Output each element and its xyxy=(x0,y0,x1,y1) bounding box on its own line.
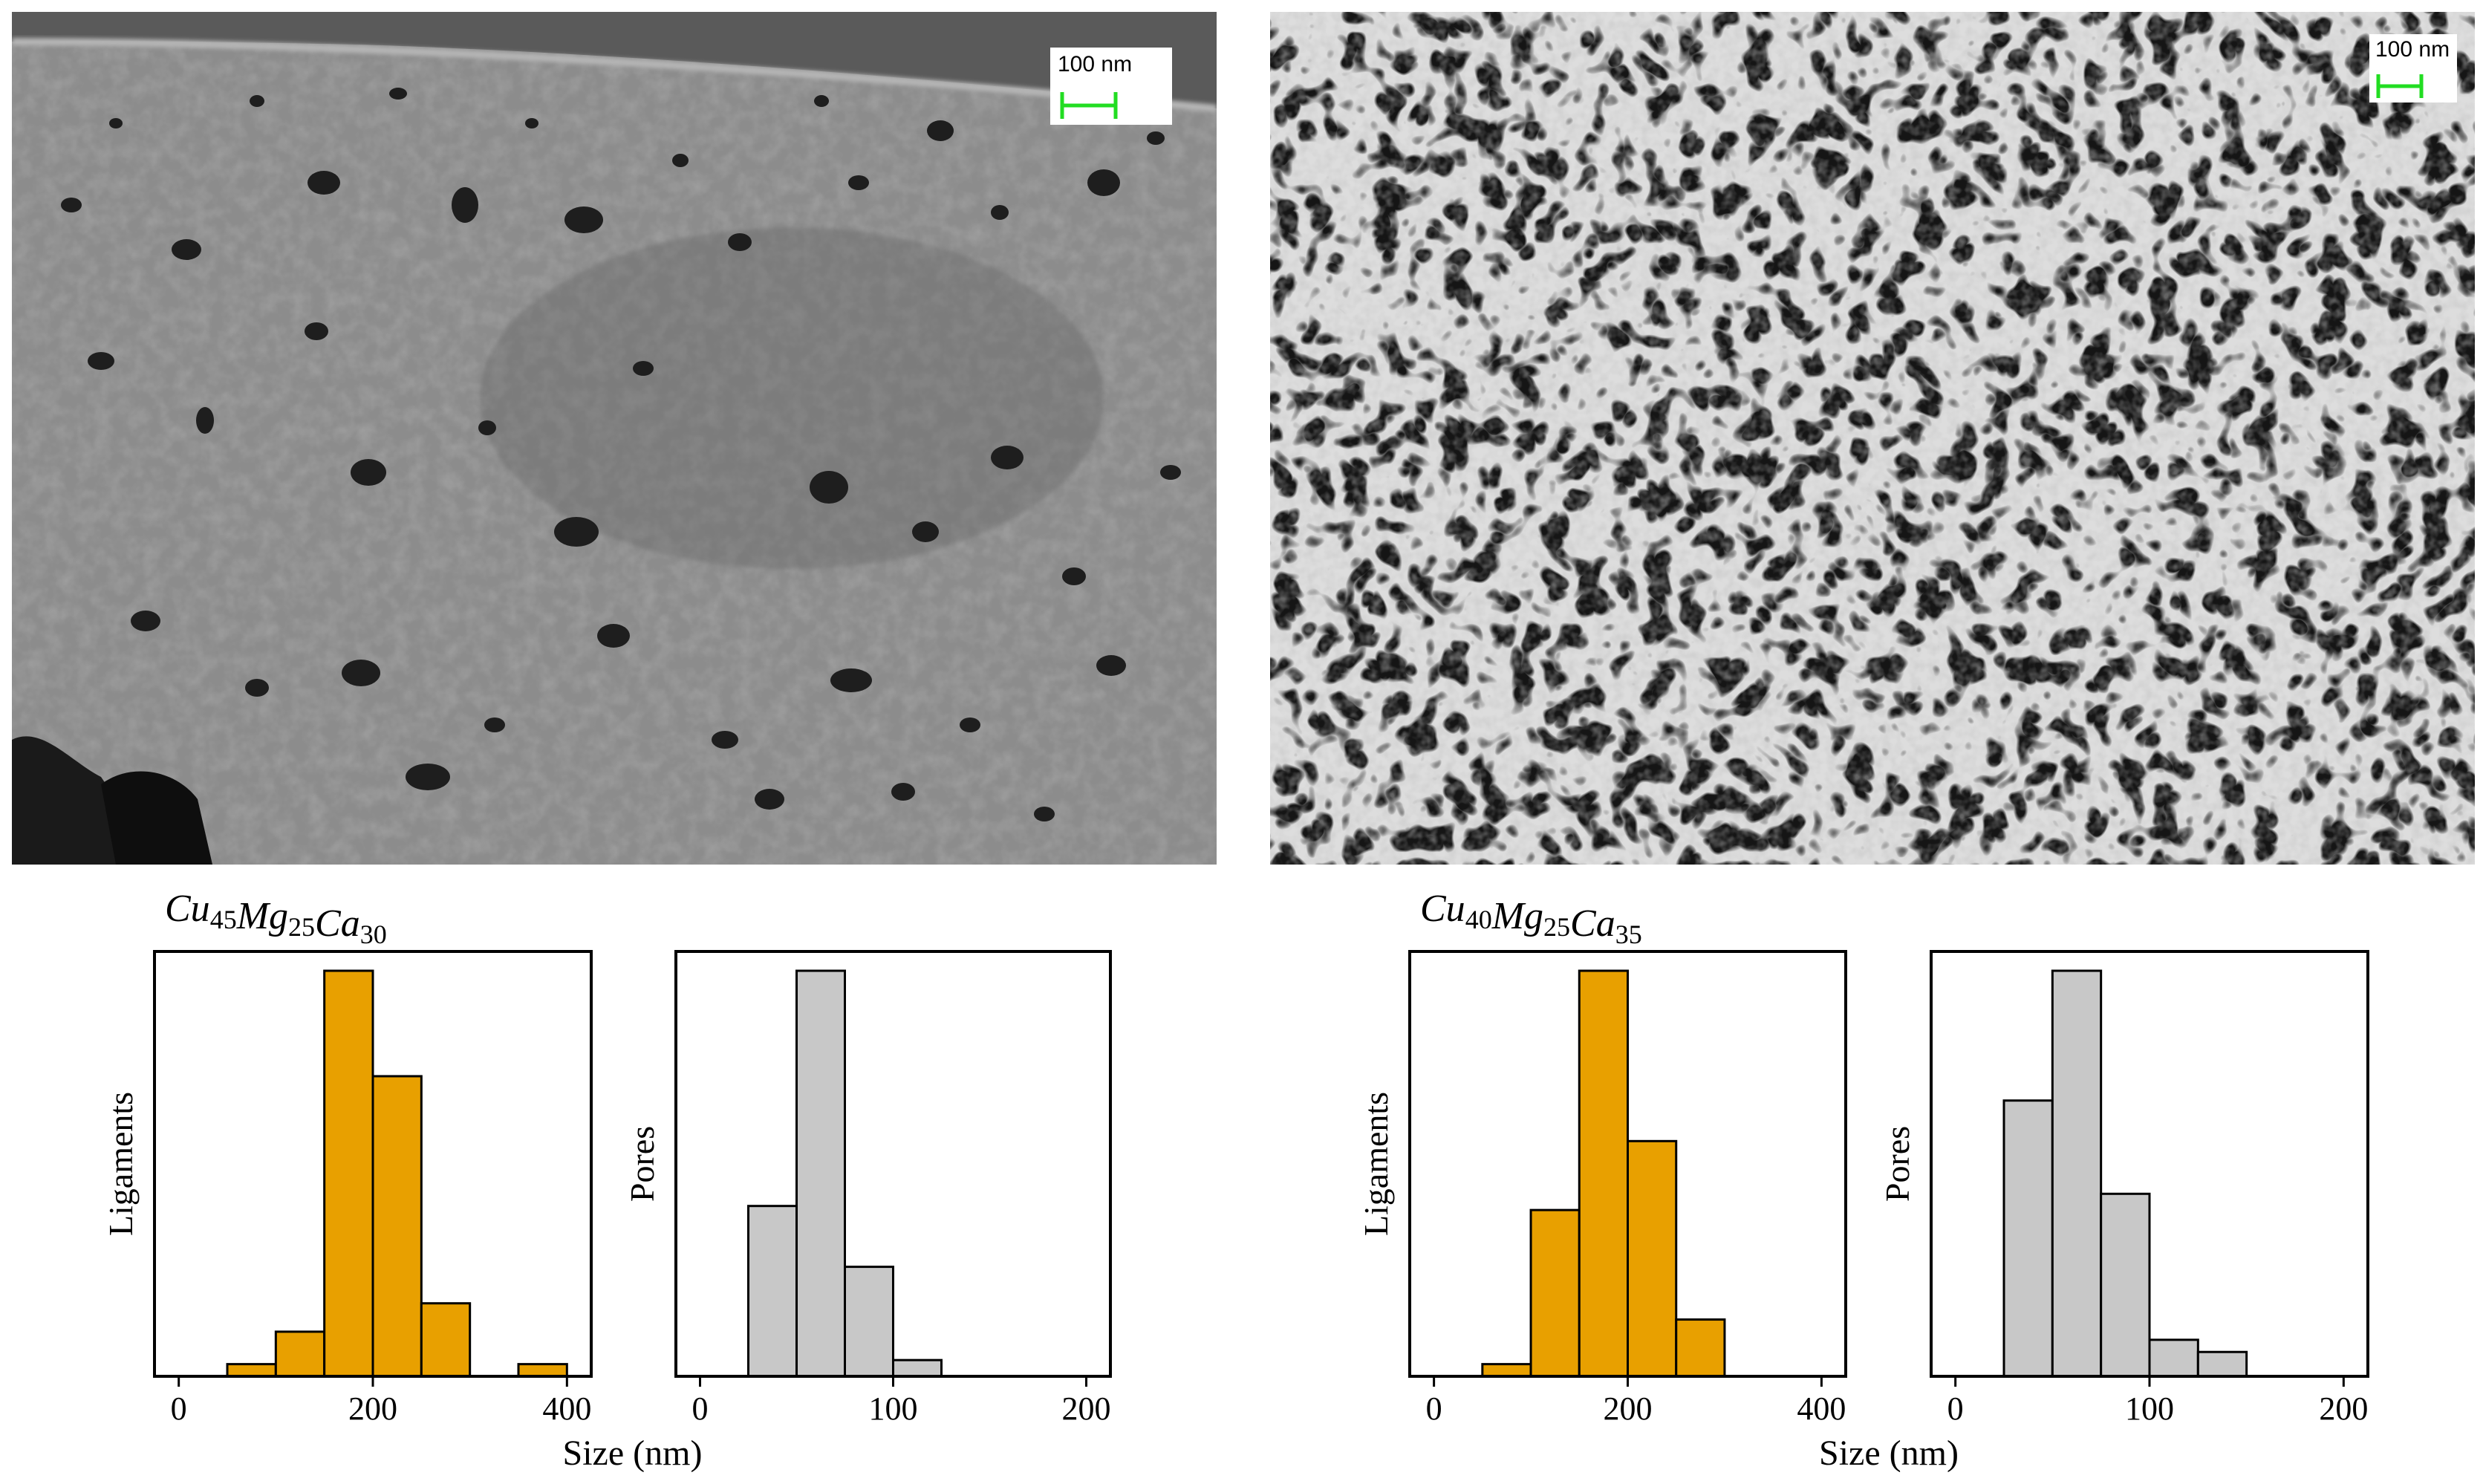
scale-bar-label: 100 nm xyxy=(1058,52,1133,77)
y-axis-label-ligaments: Ligaments xyxy=(102,1092,140,1236)
histogram-bar-ligaments xyxy=(226,1363,277,1378)
panel-title-composition: Cu45Mg25Ca30 xyxy=(165,888,387,949)
element-subscript: 45 xyxy=(210,905,237,934)
histogram-bar-ligaments xyxy=(1578,969,1630,1378)
element-symbol: Mg xyxy=(1491,895,1543,937)
scale-bar-label: 100 nm xyxy=(2375,37,2450,62)
element-subscript: 35 xyxy=(1615,920,1642,949)
histogram-bar-ligaments xyxy=(1627,1139,1678,1378)
scale-bar-right: 100 nm xyxy=(2369,34,2457,102)
x-tick-label: 0 xyxy=(1947,1390,1964,1427)
x-tick-label: 200 xyxy=(1604,1390,1653,1427)
x-tick-label: 400 xyxy=(1797,1390,1846,1427)
histogram-bar-ligaments xyxy=(420,1302,472,1378)
histogram-bar-ligaments xyxy=(517,1363,568,1378)
element-symbol: Cu xyxy=(1420,888,1465,930)
element-symbol: Ca xyxy=(1570,902,1615,945)
element-subscript: 25 xyxy=(1543,912,1570,942)
scale-bar-left: 100 nm xyxy=(1050,48,1172,125)
histogram-bar-pores xyxy=(2148,1338,2199,1378)
panel-title-composition: Cu40Mg25Ca35 xyxy=(1420,888,1642,949)
sem-micrograph-left: 100 nm xyxy=(12,12,1217,865)
histogram-bar-ligaments xyxy=(1529,1208,1581,1378)
histogram-bar-pores xyxy=(795,969,846,1378)
element-symbol: Mg xyxy=(236,895,288,937)
x-tick-label: 0 xyxy=(171,1390,187,1427)
x-tick-label: 200 xyxy=(1062,1390,1111,1427)
histogram-bar-ligaments xyxy=(1481,1363,1532,1378)
element-subscript: 25 xyxy=(288,912,315,942)
x-tick-label: 100 xyxy=(869,1390,918,1427)
y-axis-label-pores: Pores xyxy=(623,1126,661,1202)
y-axis-label-pores: Pores xyxy=(1878,1126,1916,1202)
element-subscript: 30 xyxy=(360,920,387,949)
histogram-bar-ligaments xyxy=(371,1075,423,1378)
element-symbol: Cu xyxy=(165,888,210,930)
histogram-bar-pores xyxy=(892,1358,943,1378)
histogram-bar-pores xyxy=(844,1266,894,1378)
x-tick-label: 0 xyxy=(1426,1390,1442,1427)
sem-micrograph-right: 100 nm xyxy=(1270,12,2475,865)
x-tick-label: 100 xyxy=(2125,1390,2174,1427)
histogram-bar-ligaments xyxy=(323,969,374,1378)
x-tick-label: 200 xyxy=(348,1390,397,1427)
element-symbol: Ca xyxy=(315,902,360,945)
x-axis-label: Size (nm) xyxy=(563,1433,703,1473)
histogram-bar-pores xyxy=(2100,1192,2151,1378)
y-axis-label-ligaments: Ligaments xyxy=(1357,1092,1395,1236)
histogram-bar-pores xyxy=(2196,1350,2248,1378)
histogram-bar-pores xyxy=(2002,1099,2054,1378)
histogram-bar-pores xyxy=(747,1205,798,1378)
histogram-bar-ligaments xyxy=(1675,1318,1726,1378)
x-tick-label: 0 xyxy=(692,1390,709,1427)
x-axis-label: Size (nm) xyxy=(1819,1433,1959,1473)
element-subscript: 40 xyxy=(1465,905,1492,934)
histogram-bar-ligaments xyxy=(274,1330,326,1378)
histogram-bar-pores xyxy=(2051,969,2103,1378)
x-tick-label: 200 xyxy=(2319,1390,2368,1427)
x-tick-label: 400 xyxy=(542,1390,591,1427)
